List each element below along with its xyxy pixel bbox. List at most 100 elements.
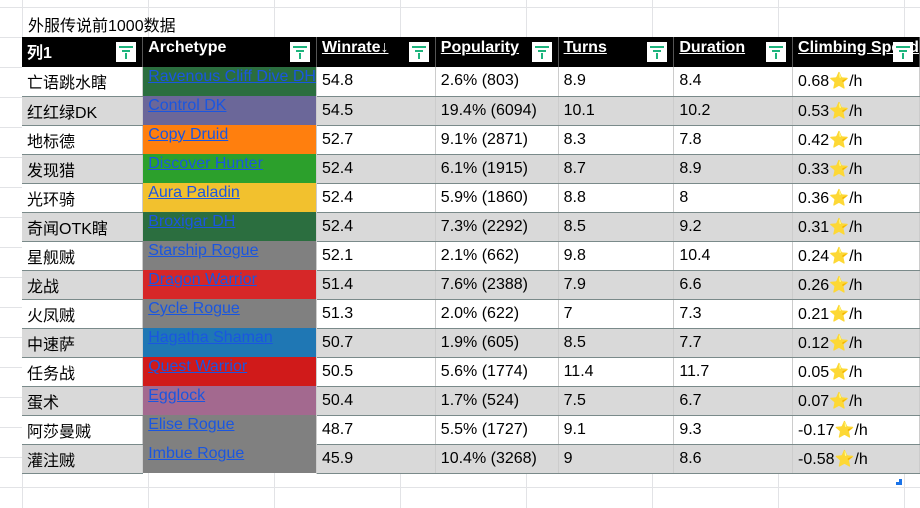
- deck-name-cell[interactable]: 阿莎曼贼: [22, 415, 144, 445]
- archetype-link[interactable]: Broxigar DH: [142, 212, 317, 241]
- deck-name-cell[interactable]: 红红绿DK: [22, 96, 144, 126]
- archetype-link[interactable]: Elise Rogue: [142, 415, 317, 444]
- popularity-cell[interactable]: 2.6% (803): [435, 67, 559, 97]
- turns-cell[interactable]: 7.5: [558, 386, 675, 416]
- duration-cell[interactable]: 9.2: [673, 212, 794, 242]
- deck-name-cell[interactable]: 蛋术: [22, 386, 144, 416]
- winrate-cell[interactable]: 52.4: [316, 154, 436, 184]
- winrate-cell[interactable]: 51.4: [316, 270, 436, 300]
- column-header[interactable]: Winrate↓: [316, 37, 436, 67]
- table-resize-handle[interactable]: [896, 479, 902, 485]
- popularity-cell[interactable]: 9.1% (2871): [435, 125, 559, 155]
- climbing-speed-cell[interactable]: -0.58⭐/h: [792, 444, 920, 474]
- archetype-link[interactable]: Ravenous Cliff Dive DH: [142, 67, 317, 96]
- winrate-cell[interactable]: 52.1: [316, 241, 436, 271]
- deck-name-cell[interactable]: 奇闻OTK瞎: [22, 212, 144, 242]
- column-header[interactable]: Archetype: [142, 37, 317, 67]
- turns-cell[interactable]: 8.5: [558, 212, 675, 242]
- turns-cell[interactable]: 9.8: [558, 241, 675, 271]
- climbing-speed-cell[interactable]: 0.24⭐/h: [792, 241, 920, 271]
- turns-cell[interactable]: 7: [558, 299, 675, 329]
- duration-cell[interactable]: 8.6: [673, 444, 794, 474]
- column-header[interactable]: Popularity: [435, 37, 559, 67]
- deck-name-cell[interactable]: 亡语跳水瞎: [22, 67, 144, 97]
- climbing-speed-cell[interactable]: 0.21⭐/h: [792, 299, 920, 329]
- popularity-cell[interactable]: 10.4% (3268): [435, 444, 559, 474]
- archetype-link[interactable]: Aura Paladin: [142, 183, 317, 212]
- popularity-cell[interactable]: 1.7% (524): [435, 386, 559, 416]
- filter-icon[interactable]: [531, 42, 552, 62]
- turns-cell[interactable]: 8.3: [558, 125, 675, 155]
- climbing-speed-cell[interactable]: 0.26⭐/h: [792, 270, 920, 300]
- winrate-cell[interactable]: 50.4: [316, 386, 436, 416]
- climbing-speed-cell[interactable]: 0.07⭐/h: [792, 386, 920, 416]
- deck-name-cell[interactable]: 龙战: [22, 270, 144, 300]
- winrate-cell[interactable]: 54.5: [316, 96, 436, 126]
- duration-cell[interactable]: 8.4: [673, 67, 794, 97]
- column-header[interactable]: Duration: [673, 37, 794, 67]
- duration-cell[interactable]: 6.6: [673, 270, 794, 300]
- deck-name-cell[interactable]: 任务战: [22, 357, 144, 387]
- archetype-link[interactable]: Egglock: [142, 386, 317, 415]
- column-header[interactable]: Climbing Speed: [792, 37, 920, 67]
- archetype-link[interactable]: Starship Rogue: [142, 241, 317, 270]
- winrate-cell[interactable]: 50.7: [316, 328, 436, 358]
- climbing-speed-cell[interactable]: 0.68⭐/h: [792, 67, 920, 97]
- climbing-speed-cell[interactable]: 0.36⭐/h: [792, 183, 920, 213]
- archetype-link[interactable]: Hagatha Shaman: [142, 328, 317, 357]
- column-header[interactable]: 列1: [22, 37, 144, 67]
- turns-cell[interactable]: 7.9: [558, 270, 675, 300]
- archetype-link[interactable]: Imbue Rogue: [142, 444, 317, 473]
- turns-cell[interactable]: 8.5: [558, 328, 675, 358]
- turns-cell[interactable]: 10.1: [558, 96, 675, 126]
- winrate-cell[interactable]: 51.3: [316, 299, 436, 329]
- duration-cell[interactable]: 10.4: [673, 241, 794, 271]
- duration-cell[interactable]: 7.8: [673, 125, 794, 155]
- archetype-link[interactable]: Dragon Warrior: [142, 270, 317, 299]
- climbing-speed-cell[interactable]: 0.05⭐/h: [792, 357, 920, 387]
- deck-name-cell[interactable]: 火凤贼: [22, 299, 144, 329]
- filter-icon[interactable]: [116, 42, 137, 62]
- filter-icon[interactable]: [408, 42, 429, 62]
- popularity-cell[interactable]: 2.0% (622): [435, 299, 559, 329]
- winrate-cell[interactable]: 52.4: [316, 183, 436, 213]
- popularity-cell[interactable]: 1.9% (605): [435, 328, 559, 358]
- archetype-link[interactable]: Copy Druid: [142, 125, 317, 154]
- climbing-speed-cell[interactable]: 0.42⭐/h: [792, 125, 920, 155]
- filter-icon[interactable]: [893, 42, 913, 62]
- filter-icon[interactable]: [289, 42, 310, 62]
- turns-cell[interactable]: 9.1: [558, 415, 675, 445]
- duration-cell[interactable]: 11.7: [673, 357, 794, 387]
- deck-name-cell[interactable]: 灌注贼: [22, 444, 144, 474]
- climbing-speed-cell[interactable]: 0.53⭐/h: [792, 96, 920, 126]
- winrate-cell[interactable]: 48.7: [316, 415, 436, 445]
- winrate-cell[interactable]: 52.7: [316, 125, 436, 155]
- winrate-cell[interactable]: 52.4: [316, 212, 436, 242]
- turns-cell[interactable]: 9: [558, 444, 675, 474]
- duration-cell[interactable]: 6.7: [673, 386, 794, 416]
- duration-cell[interactable]: 8: [673, 183, 794, 213]
- popularity-cell[interactable]: 6.1% (1915): [435, 154, 559, 184]
- duration-cell[interactable]: 10.2: [673, 96, 794, 126]
- turns-cell[interactable]: 8.8: [558, 183, 675, 213]
- filter-icon[interactable]: [647, 42, 668, 62]
- climbing-speed-cell[interactable]: -0.17⭐/h: [792, 415, 920, 445]
- column-header[interactable]: Turns: [558, 37, 675, 67]
- turns-cell[interactable]: 11.4: [558, 357, 675, 387]
- popularity-cell[interactable]: 7.6% (2388): [435, 270, 559, 300]
- duration-cell[interactable]: 7.7: [673, 328, 794, 358]
- duration-cell[interactable]: 7.3: [673, 299, 794, 329]
- archetype-link[interactable]: Quest Warrior: [142, 357, 317, 386]
- deck-name-cell[interactable]: 地标德: [22, 125, 144, 155]
- filter-icon[interactable]: [766, 42, 787, 62]
- popularity-cell[interactable]: 5.9% (1860): [435, 183, 559, 213]
- turns-cell[interactable]: 8.7: [558, 154, 675, 184]
- popularity-cell[interactable]: 5.6% (1774): [435, 357, 559, 387]
- climbing-speed-cell[interactable]: 0.31⭐/h: [792, 212, 920, 242]
- duration-cell[interactable]: 8.9: [673, 154, 794, 184]
- deck-name-cell[interactable]: 星舰贼: [22, 241, 144, 271]
- winrate-cell[interactable]: 50.5: [316, 357, 436, 387]
- deck-name-cell[interactable]: 发现猎: [22, 154, 144, 184]
- archetype-link[interactable]: Discover Hunter: [142, 154, 317, 183]
- popularity-cell[interactable]: 7.3% (2292): [435, 212, 559, 242]
